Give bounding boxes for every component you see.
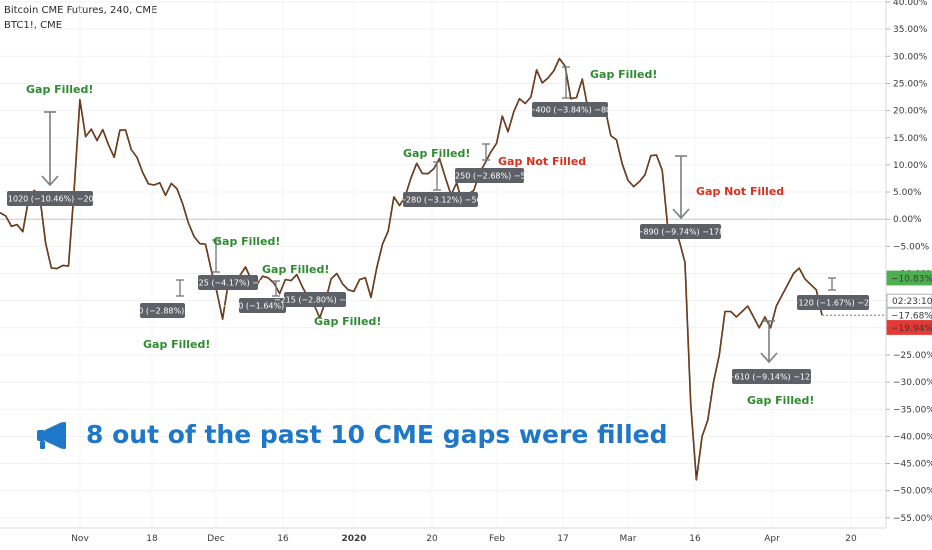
- gap-measure-box: [198, 275, 258, 290]
- x-tick-label: Feb: [489, 534, 505, 544]
- gap-status-label: Gap Filled!: [590, 68, 657, 81]
- chart-grid: [0, 0, 886, 528]
- x-tick-label: 16: [277, 534, 289, 544]
- gap-measure-box: [455, 168, 524, 183]
- gap-measure-box: [732, 369, 811, 384]
- gap-measure-text: −400 (−3.84%) −80: [529, 106, 611, 115]
- gap-marker-6: −280 (−3.12%) −56: [399, 161, 482, 207]
- gap-measure-box: [7, 191, 93, 206]
- gap-measure-text: −280 (−3.12%) −56: [399, 196, 481, 205]
- chart-title: Bitcoin CME Futures, 240, CME: [4, 5, 158, 16]
- gap-measure-box: [403, 192, 478, 207]
- y-tick-label: −50.00%: [893, 487, 932, 497]
- gap-measure-text: −120 (−1.67%) −24: [792, 299, 874, 308]
- gap-measure-text: −120 (−1.64%) −24: [221, 302, 303, 311]
- x-tick-label: 18: [146, 534, 158, 544]
- gap-status-label: Gap Filled!: [747, 394, 814, 407]
- gap-labels: Gap Filled! Gap Filled! Gap Filled! Gap Fil…: [26, 68, 814, 407]
- countdown-text: 02:23:10: [892, 297, 932, 307]
- y-tick-label: 0.00%: [893, 215, 922, 225]
- x-tick-label: Dec: [207, 534, 224, 544]
- gap-status-label: Gap Not Filled: [696, 185, 784, 198]
- gap-status-label: Gap Not Filled: [498, 155, 586, 168]
- y-tick-label: −25.00%: [893, 351, 932, 361]
- gap-arrow-head: [672, 208, 690, 220]
- gap-marker-7: −250 (−2.68%) −50: [448, 143, 531, 183]
- gap-status-label: Gap Filled!: [403, 147, 470, 160]
- y-tick-label: 30.00%: [893, 52, 928, 62]
- y-tick-label: 10.00%: [893, 161, 928, 171]
- y-tick-label: −45.00%: [893, 460, 932, 470]
- gap-measure-text: −250 (−2.68%) −50: [448, 172, 530, 181]
- price-label-text: −10.83%: [891, 275, 932, 285]
- price-axis: 40.00% 35.00% 30.00% 25.00% 20.00% 15.00% 10.0…: [886, 0, 932, 524]
- x-tick-label: Mar: [620, 534, 637, 544]
- gap-markers: −1020 (−10.46%) −204 −210 (−2.88%) −42 −32…: [1, 66, 874, 384]
- headline-text: 8 out of the past 10 CME gaps were fille…: [86, 420, 668, 449]
- x-tick-label: 17: [557, 534, 568, 544]
- gap-status-label: Gap Filled!: [314, 315, 381, 328]
- gap-measure-box: [640, 224, 721, 239]
- x-tick-label: Apr: [764, 534, 780, 544]
- gap-marker-11: −120 (−1.67%) −24: [792, 277, 874, 310]
- gap-measure-text: −610 (−9.14%) −122: [728, 373, 815, 382]
- gap-measure-text: −215 (−2.80%) −43: [274, 296, 356, 305]
- gap-measure-box: [797, 295, 869, 310]
- y-tick-label: −5.00%: [893, 242, 930, 252]
- gap-status-label: Gap Filled!: [213, 235, 280, 248]
- gap-marker-9: −890 (−9.74%) −178: [637, 155, 724, 239]
- y-tick-label: −40.00%: [893, 432, 932, 442]
- y-tick-label: −30.00%: [893, 378, 932, 388]
- gap-marker-4: −120 (−1.64%) −24: [221, 280, 304, 313]
- chart-symbol: BTC1!, CME: [4, 20, 63, 31]
- y-tick-label: 35.00%: [893, 25, 928, 35]
- time-axis: Nov 18 Dec 16 2020 20 Feb 17 Mar 16 Apr 20: [71, 534, 857, 544]
- gap-marker-3: −325 (−4.17%) −65: [187, 239, 269, 290]
- gap-marker-2: −210 (−2.88%) −42: [121, 279, 204, 318]
- y-tick-label: −55.00%: [893, 514, 932, 524]
- gap-measure-text: −210 (−2.88%) −42: [121, 307, 203, 316]
- gap-status-label: Gap Filled!: [262, 263, 329, 276]
- gap-measure-box: [239, 298, 286, 313]
- gap-status-label: Gap Filled!: [26, 83, 93, 96]
- gap-measure-box: [532, 102, 608, 117]
- y-tick-label: 5.00%: [893, 188, 922, 198]
- price-series-line: [0, 57, 823, 481]
- gap-status-label: Gap Filled!: [143, 338, 210, 351]
- gap-measure-text: −325 (−4.17%) −65: [187, 279, 269, 288]
- price-axis-labels: −10.83% −17.68% −19.94% 02:23:10: [822, 270, 932, 335]
- x-tick-label: 20: [845, 534, 857, 544]
- price-label-box: [886, 270, 932, 286]
- gap-measure-text: −1020 (−10.46%) −204: [1, 195, 99, 204]
- price-label-box: [886, 320, 932, 335]
- x-tick-label: 20: [426, 534, 438, 544]
- gap-measure-text: −890 (−9.74%) −178: [637, 228, 724, 237]
- gap-marker-8: −400 (−3.84%) −80: [529, 66, 611, 117]
- y-tick-label: 20.00%: [893, 107, 928, 117]
- gap-measure-box: [284, 292, 346, 307]
- gap-arrow-head: [41, 175, 59, 187]
- y-tick-label: 15.00%: [893, 134, 928, 144]
- gap-marker-5: −215 (−2.80%) −43: [274, 292, 356, 307]
- gap-marker-10: −610 (−9.14%) −122: [728, 320, 815, 384]
- x-tick-label: 16: [689, 534, 701, 544]
- y-tick-label: 25.00%: [893, 79, 928, 89]
- price-label-text: −19.94%: [891, 324, 932, 334]
- gap-marker-1: −1020 (−10.46%) −204: [1, 111, 99, 206]
- y-tick-label: 40.00%: [893, 0, 928, 8]
- megaphone-icon: [37, 422, 66, 449]
- price-label-text: −17.68%: [891, 312, 932, 322]
- y-tick-label: −35.00%: [893, 405, 932, 415]
- x-tick-label: Nov: [71, 534, 89, 544]
- price-series-highlight: [0, 57, 823, 480]
- x-tick-label: 2020: [341, 534, 366, 544]
- gap-measure-box: [140, 303, 185, 318]
- gap-arrow-head: [760, 352, 778, 364]
- countdown-box: [886, 293, 932, 308]
